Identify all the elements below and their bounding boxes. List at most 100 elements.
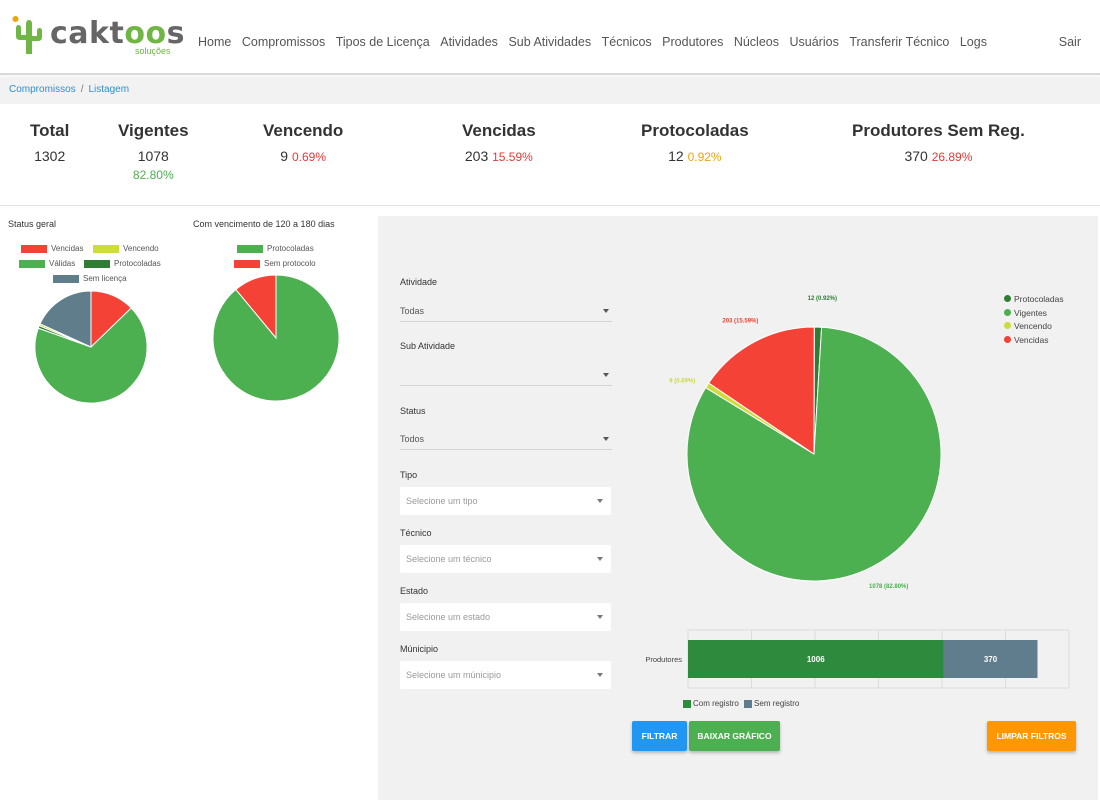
breadcrumb-listagem[interactable]: Listagem <box>88 84 130 95</box>
stat-total-title: Total <box>30 121 70 140</box>
status-breakdown-legend: Protocoladas Vigentes Vencendo Vencidas <box>1004 294 1064 348</box>
stat-total-value: 1302 <box>34 148 66 164</box>
nav-item-sub-atividades[interactable]: Sub Atividades <box>508 35 592 49</box>
nav-item-home[interactable]: Home <box>198 35 232 49</box>
status-select[interactable]: Todos <box>400 428 612 450</box>
stat-vigentes: Vigentes 1078 82.80% <box>118 121 189 182</box>
status-select-value: Todos <box>400 434 425 444</box>
status-geral-title: Status geral <box>8 219 57 229</box>
filter-label-municipio: Múnicipio <box>400 644 439 654</box>
sub-atividade-select[interactable] <box>400 364 612 386</box>
legend-swatch-vencendo <box>93 244 119 253</box>
legend-item-vencidas[interactable]: Vencidas <box>21 244 83 253</box>
filter-label-sub-atividade: Sub Atividade <box>400 341 456 351</box>
stat-vencendo-title: Vencendo <box>263 121 344 140</box>
legend-item-protocoladas[interactable]: Protocoladas <box>84 259 161 268</box>
vencimento-pie-chart <box>212 274 340 402</box>
nav-item-compromissos[interactable]: Compromissos <box>241 35 326 49</box>
stat-produtores-value-row: 370 26.89% <box>852 148 1025 164</box>
pie-slice-sem-licenca[interactable] <box>39 290 92 348</box>
baixar-grafico-button[interactable]: BAIXAR GRÁFICO <box>689 721 780 751</box>
stat-vigentes-value: 1078 <box>137 148 169 164</box>
legend-item-vigentes[interactable]: Vigentes <box>1004 308 1064 322</box>
legend-swatch-sem-protocolo <box>234 259 260 268</box>
legend-label-protocoladas: Protocoladas <box>114 259 161 268</box>
legend-dot-vigentes <box>1004 308 1011 316</box>
pie-slice-validas[interactable] <box>34 307 148 404</box>
filter-chart-panel: Atividade Todas Sub Atividade Status Tod… <box>378 216 1098 800</box>
bar-segment-sem-registro[interactable] <box>943 640 1038 678</box>
legend-item-vencidas-3[interactable]: Vencidas <box>1004 335 1064 349</box>
pie-slice-vencidas[interactable] <box>708 326 815 455</box>
nav-item-logs[interactable]: Logs <box>959 35 987 49</box>
pie-data-label-vencidas: 203 (15.59%) <box>722 318 758 324</box>
stat-produtores-value: 370 <box>904 148 928 164</box>
stat-vencidas-title: Vencidas <box>462 121 536 140</box>
legend-item-protocoladas-2[interactable]: Protocoladas <box>237 244 314 253</box>
nav-item-transferir-tecnico[interactable]: Transferir Técnico <box>849 35 950 49</box>
legend-swatch-sem-registro <box>744 699 753 708</box>
legend-dot-vencendo <box>1004 322 1011 329</box>
stat-vigentes-pct: 82.80% <box>132 168 174 182</box>
stat-vencidas: Vencidas 203 15.59% <box>462 121 536 164</box>
status-geral-pie-chart <box>34 290 148 404</box>
chevron-down-icon <box>597 557 603 561</box>
stat-protocoladas-pct: 0.92% <box>687 150 722 164</box>
nav-item-tecnicos[interactable]: Técnicos <box>601 35 652 49</box>
legend-label-protocoladas-2: Protocoladas <box>267 244 314 253</box>
brand-tagline: soluções <box>135 46 171 56</box>
legend-label-vencendo-3: Vencendo <box>1014 321 1052 331</box>
limpar-filtros-button[interactable]: LIMPAR FILTROS <box>987 721 1076 751</box>
main-nav: Home Compromissos Tipos de Licença Ativi… <box>198 35 997 49</box>
legend-item-sem-registro[interactable]: Sem registro <box>744 699 799 708</box>
breadcrumb-compromissos[interactable]: Compromissos <box>9 84 76 95</box>
municipio-select[interactable]: Selecione um múnicipio <box>400 661 611 689</box>
legend-swatch-protocoladas-2 <box>237 244 263 253</box>
tecnico-select[interactable]: Selecione um técnico <box>400 545 611 573</box>
legend-item-com-registro[interactable]: Com registro <box>683 699 739 708</box>
stat-protocoladas-title: Protocoladas <box>641 121 749 140</box>
pie-data-label-vencendo: 9 (0.69%) <box>669 378 695 384</box>
chevron-down-icon <box>597 499 603 503</box>
nav-item-tipos-de-licenca[interactable]: Tipos de Licença <box>335 35 430 49</box>
brand-name: caktoos <box>50 16 185 51</box>
legend-item-vencendo[interactable]: Vencendo <box>93 244 159 253</box>
chevron-down-icon <box>603 373 609 377</box>
nav-item-nucleos[interactable]: Núcleos <box>733 35 779 49</box>
breadcrumb-separator: / <box>80 84 84 95</box>
bar-segment-com-registro[interactable] <box>688 640 944 678</box>
filter-label-status: Status <box>400 406 426 416</box>
estado-select[interactable]: Selecione um estado <box>400 603 611 631</box>
legend-item-validas[interactable]: Válidas <box>19 259 75 268</box>
legend-swatch-sem-licenca <box>53 274 79 283</box>
legend-item-vencendo-3[interactable]: Vencendo <box>1004 321 1064 335</box>
pie-data-label-vigentes: 1078 (82.80%) <box>869 584 908 590</box>
stat-vencidas-value-row: 203 15.59% <box>462 148 536 164</box>
logout-link[interactable]: Sair <box>1058 35 1081 49</box>
atividade-select[interactable]: Todas <box>400 300 612 322</box>
status-breakdown-pie-chart: 12 (0.92%) 1078 (82.80%) 9 (0.69%) 203 (15.… <box>669 296 942 590</box>
nav-item-produtores[interactable]: Produtores <box>662 35 724 49</box>
stat-protocoladas-value-row: 12 0.92% <box>641 148 749 164</box>
nav-item-usuarios[interactable]: Usuários <box>789 35 839 49</box>
atividade-select-value: Todas <box>400 306 425 316</box>
tipo-select[interactable]: Selecione um tipo <box>400 487 611 515</box>
legend-dot-vencidas <box>1004 335 1011 343</box>
vencimento-chart-title: Com vencimento de 120 a 180 dias <box>193 219 335 229</box>
pie-data-label-protocoladas: 12 (0.92%) <box>808 296 837 302</box>
legend-label-vencidas: Vencidas <box>51 244 84 253</box>
caktoos-logo[interactable]: caktoos soluções <box>12 14 185 58</box>
stat-total: Total 1302 <box>30 121 69 164</box>
legend-item-sem-licenca[interactable]: Sem licença <box>53 274 127 283</box>
filtrar-button[interactable]: FILTRAR <box>632 721 687 751</box>
bar-category-label: Produtores <box>645 655 682 664</box>
tipo-select-placeholder: Selecione um tipo <box>406 496 478 506</box>
filter-label-tipo: Tipo <box>400 470 418 480</box>
stat-vencendo: Vencendo 9 0.69% <box>263 121 343 164</box>
legend-label-sem-licenca: Sem licença <box>83 274 127 283</box>
legend-label-sem-protocolo: Sem protocolo <box>264 259 316 268</box>
nav-item-atividades[interactable]: Atividades <box>440 35 498 49</box>
legend-item-sem-protocolo[interactable]: Sem protocolo <box>234 259 316 268</box>
legend-item-protocoladas-3[interactable]: Protocoladas <box>1004 294 1064 308</box>
pie-slice-sem-protocolo[interactable] <box>235 274 277 340</box>
